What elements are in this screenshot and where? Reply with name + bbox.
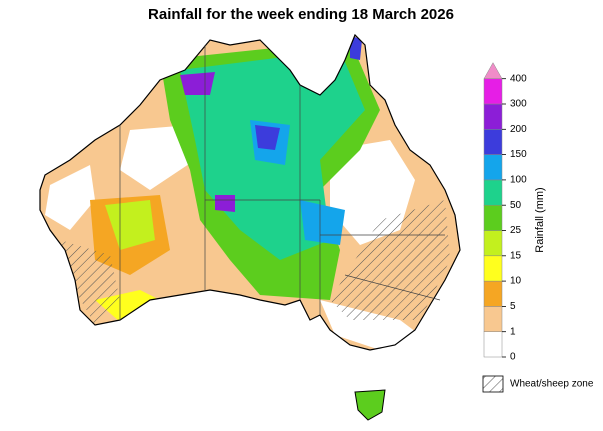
hatch-label: Wheat/sheep zone: [510, 379, 594, 390]
legend-band: [483, 204, 503, 231]
legend-label: Rainfall (mm): [534, 187, 546, 252]
legend-tick-label: 0: [510, 352, 516, 363]
rainfall-map: [39, 34, 461, 421]
legend-band: [483, 331, 503, 358]
legend-band: [483, 280, 503, 307]
legend-tick-label: 50: [510, 200, 522, 211]
legend-overflow: [483, 62, 503, 79]
legend-tick-label: 200: [510, 124, 527, 135]
legend-tick-label: 100: [510, 175, 527, 186]
legend-band: [483, 129, 503, 155]
legend-tick-label: 300: [510, 99, 527, 110]
legend-band: [483, 103, 503, 130]
legend-tick-label: 150: [510, 149, 527, 160]
legend-tick-label: 10: [510, 276, 522, 287]
legend-band: [483, 255, 503, 282]
legend-band: [483, 154, 503, 181]
legend-tick-label: 1: [510, 326, 516, 337]
legend-tick-label: 400: [510, 73, 527, 84]
legend-band: [483, 306, 503, 332]
legend-band: [483, 230, 503, 257]
legend-tick-label: 15: [510, 250, 522, 261]
legend-band: [483, 78, 503, 105]
map-title: Rainfall for the week ending 18 March 20…: [148, 6, 454, 23]
hatch-swatch: [482, 375, 504, 393]
legend-band: [483, 179, 503, 206]
legend-tick-label: 25: [510, 225, 522, 236]
legend-tick-label: 5: [510, 301, 516, 312]
